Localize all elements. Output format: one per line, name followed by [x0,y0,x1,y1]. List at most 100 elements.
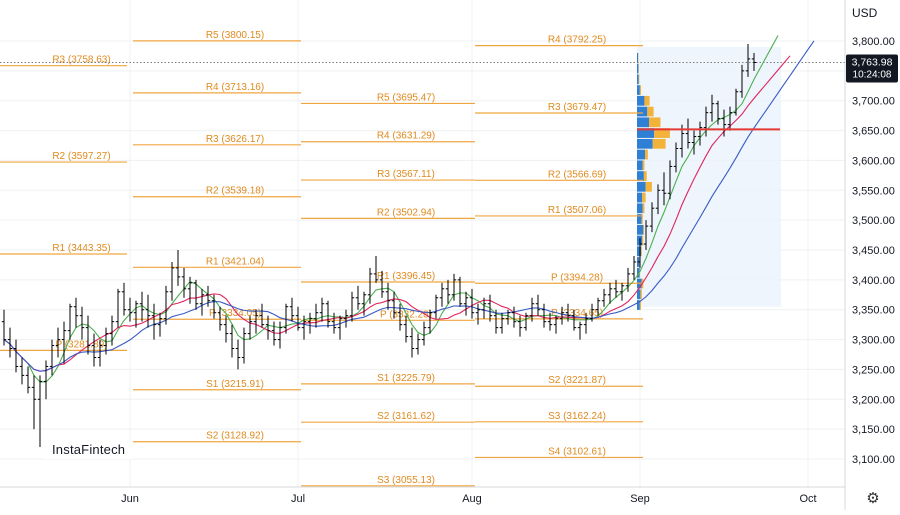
pivot-level-label: R3 (3679.47) [548,102,606,113]
pivot-level-label: R5 (3800.15) [206,30,264,41]
price-candle [458,277,462,307]
price-candle [182,268,186,298]
pivot-level-label: R2 (3502.94) [377,207,435,218]
pivot-level-label: R3 (3758.63) [52,55,110,66]
price-candle [236,340,240,370]
y-tick-label: 3,150.00 [852,424,895,436]
volume-profile-buy-bar [637,203,643,213]
price-candle [434,295,438,319]
volume-profile-buy-bar [637,139,653,149]
volume-profile-sell-bar [643,160,645,170]
pivot-level-label: R4 (3631.29) [377,131,435,142]
price-candle [50,340,54,376]
volume-profile-buy-bar [637,74,639,84]
volume-profile-sell-bar [653,139,666,149]
price-candle [440,283,444,307]
x-tick-label: Jul [291,493,305,505]
pivot-level-label: R5 (3695.47) [377,92,435,103]
price-candle [194,280,198,310]
price-candle [464,292,468,316]
volume-profile-buy-bar [637,225,643,235]
price-candle [632,256,636,280]
y-tick-label: 3,200.00 [852,394,895,406]
price-candle [230,325,234,358]
price-candle [368,268,372,304]
price-candle [488,295,492,322]
price-candle [476,304,480,325]
volume-profile-sell-bar [640,289,641,299]
pivot-level-label: R3 (3626.17) [206,134,264,145]
volume-profile-buy-bar [637,171,644,181]
price-candle [410,328,414,358]
pivot-level-label: S3 (3162.24) [548,411,606,422]
price-candle [80,307,84,340]
price-candle [74,298,78,328]
price-candle [116,289,120,328]
pivot-level-label: R2 (3597.27) [52,151,110,162]
pivot-level-label: S3 (3055.13) [377,475,435,486]
brand-name: InstaFintech [52,442,125,457]
price-candle [338,316,342,340]
currency-button[interactable]: USD [846,3,890,23]
pivot-level-label: S1 (3215.91) [206,379,264,390]
volume-profile-sell-bar [642,236,643,246]
price-candle [14,340,18,373]
pivot-level-label: S2 (3161.62) [377,411,435,422]
price-candle [470,289,474,319]
volume-profile-sell-bar [644,171,647,181]
price-candle [620,283,624,301]
price-candle [422,322,426,346]
price-candle [332,313,336,334]
pivot-level-label: R1 (3507.06) [548,205,606,216]
volume-profile-sell-bar [641,246,642,256]
volume-profile-area-layer [637,47,781,307]
price-candle [122,283,126,316]
price-candle [242,328,246,364]
y-tick-label: 3,800.00 [852,36,895,48]
pivot-level-label: R1 (3421.04) [206,256,264,267]
price-candle [416,334,420,355]
pivot-level-label: S2 (3128.92) [206,431,264,442]
price-candle [158,313,162,337]
volume-profile-sell-bar [647,107,653,117]
y-tick-label: 3,450.00 [852,245,895,257]
volume-profile-buy-bar [637,107,647,117]
volume-profile-buy-bar [637,117,649,127]
y-tick-label: 3,700.00 [852,96,895,108]
price-candle [524,313,528,331]
volume-profile-buy-bar [637,53,638,63]
y-tick-label: 3,500.00 [852,215,895,227]
pivot-level-label: R2 (3539.18) [206,186,264,197]
pivot-level-label: R4 (3792.25) [548,35,606,46]
volume-profile-sell-bar [646,182,652,192]
x-tick-label: Oct [799,493,816,505]
x-tick-label: Jun [121,493,139,505]
price-candle [500,313,504,334]
volume-profile-sell-bar [639,74,640,84]
volume-profile-buy-bar [637,160,643,170]
pivot-level-label: R1 (3396.45) [377,271,435,282]
pivot-level-label: S2 (3221.87) [548,375,606,386]
y-tick-label: 3,250.00 [852,364,895,376]
price-candle [314,304,318,328]
volume-profile-buy-bar [637,150,645,160]
price-candle [188,277,192,304]
pivot-level-label: R1 (3443.35) [52,243,110,254]
volume-profile-buy-bar [637,182,646,192]
price-candle [344,310,348,328]
price-candle [614,280,618,298]
price-candle [38,375,42,447]
pivot-level-label: S1 (3225.79) [377,373,435,384]
pivot-level-label: S4 (3102.61) [548,446,606,457]
price-badge-countdown: 10:24:08 [853,70,892,81]
pivot-level-label: P (3394.28) [551,272,603,283]
pivot-level-label: R4 (3713.16) [206,82,264,93]
settings-gear-icon[interactable]: ⚙ [864,490,882,508]
volume-profile-sell-bar [642,193,645,203]
volume-profile-sell-bar [643,225,644,235]
price-candle [602,289,606,307]
x-tick-label: Aug [462,493,482,505]
price-candle [326,301,330,328]
